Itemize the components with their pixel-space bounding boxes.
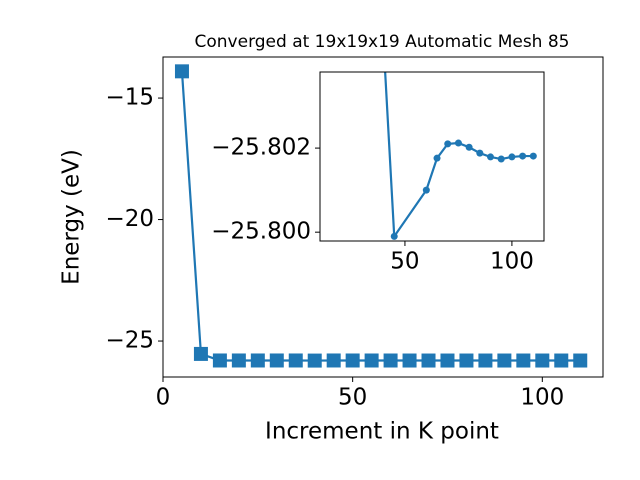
marker: [326, 353, 341, 368]
marker: [444, 140, 452, 148]
marker: [288, 353, 303, 368]
marker: [476, 149, 484, 157]
marker: [573, 353, 588, 368]
marker: [454, 139, 462, 147]
marker: [250, 353, 265, 368]
marker: [529, 152, 537, 160]
marker: [345, 353, 360, 368]
marker: [174, 64, 189, 79]
plot-area: [384, 72, 537, 240]
marker: [459, 353, 474, 368]
marker: [465, 143, 473, 151]
y-tick-label: −25: [105, 328, 154, 354]
y-axis-label: Energy (eV): [59, 149, 85, 285]
marker: [307, 353, 322, 368]
marker: [193, 346, 208, 361]
y-tick-label: −15: [105, 85, 154, 111]
x-tick-label: 100: [490, 249, 534, 275]
marker: [383, 353, 398, 368]
marker: [390, 232, 398, 240]
marker: [421, 353, 436, 368]
marker: [535, 353, 550, 368]
marker: [554, 353, 569, 368]
line: [180, 71, 581, 362]
marker: [269, 353, 284, 368]
marker: [402, 353, 417, 368]
x-tick-label: 100: [520, 385, 564, 411]
y-tick-label: −25.800: [211, 219, 311, 245]
x-tick-label: 0: [156, 385, 171, 411]
marker: [487, 153, 495, 161]
marker: [508, 153, 516, 161]
marker: [478, 353, 493, 368]
x-axis-label: Increment in K point: [265, 419, 499, 445]
plot-area: [174, 64, 588, 368]
marker: [497, 353, 512, 368]
axes-frame: [162, 56, 604, 378]
marker: [440, 353, 455, 368]
marker: [519, 152, 527, 160]
marker: [364, 353, 379, 368]
marker: [516, 353, 531, 368]
marker: [433, 154, 441, 162]
marker: [212, 353, 227, 368]
y-tick-label: −25.802: [211, 135, 311, 161]
marker: [422, 186, 430, 194]
y-tick-label: −20: [105, 206, 154, 232]
marker: [231, 353, 246, 368]
x-tick-label: 50: [390, 249, 419, 275]
inset-background: [320, 72, 544, 241]
marker: [497, 155, 505, 163]
axes-frame: [319, 71, 545, 242]
chart-title: Converged at 19x19x19 Automatic Mesh 85: [195, 32, 570, 52]
x-tick-label: 50: [338, 385, 367, 411]
